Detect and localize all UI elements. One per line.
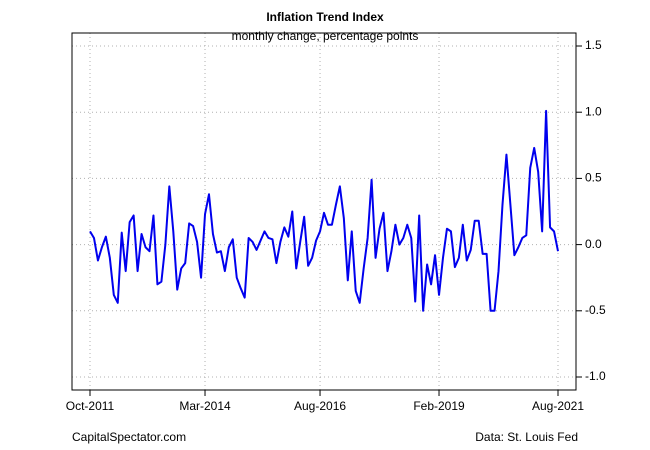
- plot-frame: [71, 32, 577, 391]
- y-tick-label: -1.0: [585, 369, 606, 383]
- x-tick-label: Aug-2021: [532, 399, 584, 413]
- y-tick-label: 0.0: [585, 237, 602, 251]
- x-tick-label: Mar-2014: [179, 399, 231, 413]
- x-tick-label: Feb-2019: [413, 399, 465, 413]
- y-tick-label: -0.5: [585, 303, 606, 317]
- x-tick-label: Oct-2011: [66, 399, 115, 413]
- data-line: [89, 109, 559, 312]
- x-tick-label: Aug-2016: [294, 399, 346, 413]
- chart-title: Inflation Trend Index: [266, 10, 384, 24]
- source-left: CapitalSpectator.com: [72, 430, 186, 444]
- y-tick-label: 0.5: [585, 171, 602, 185]
- y-tick-label: 1.5: [585, 38, 602, 52]
- chart-subtitle: monthly change, percentage points: [232, 29, 419, 43]
- y-tick-label: 1.0: [585, 104, 602, 118]
- source-right: Data: St. Louis Fed: [475, 430, 578, 444]
